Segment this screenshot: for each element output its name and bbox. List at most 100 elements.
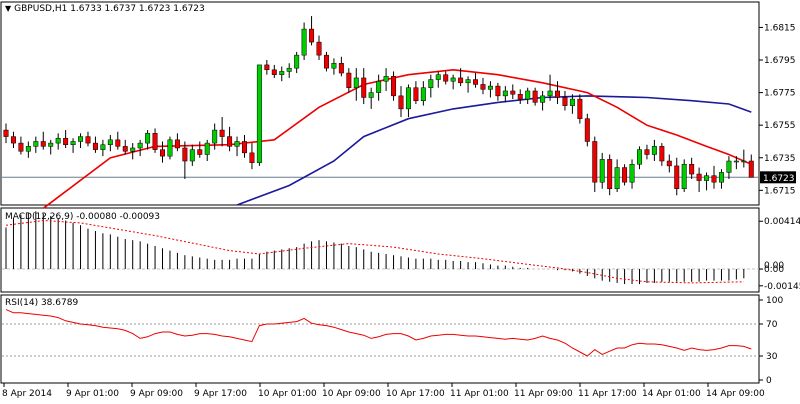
- candle-body: [420, 87, 426, 101]
- candle-body: [555, 90, 560, 98]
- price-tick-label: 1.6775: [764, 89, 796, 99]
- candle-body: [197, 149, 203, 155]
- time-tick-label: 9 Apr 01:00: [66, 389, 119, 399]
- candle-body: [63, 137, 69, 145]
- candle-body: [674, 165, 680, 189]
- candle-body: [152, 133, 158, 150]
- candle-body: [338, 63, 344, 74]
- candle-body: [271, 69, 277, 75]
- candle-body: [145, 133, 151, 144]
- macd-panel: 0.00414 0.000.00 -0.00145: [2, 211, 800, 292]
- current-price-tag: [760, 171, 796, 184]
- time-tick-label: 8 Apr 2014: [2, 389, 52, 399]
- macd-panel-frame: [0, 207, 760, 293]
- current-price-label: 1.6723: [763, 174, 795, 184]
- candle-body: [428, 79, 434, 88]
- candle-body: [651, 146, 657, 155]
- candle-body: [219, 129, 225, 137]
- price-panel-frame: [0, 1, 760, 206]
- candle-body: [227, 136, 233, 147]
- candle-body: [33, 141, 39, 147]
- time-tick-label: 9 Apr 17:00: [194, 389, 247, 399]
- candle-body: [681, 164, 687, 189]
- rsi-tick-label: 100: [766, 296, 783, 306]
- time-tick-label: 11 Apr 17:00: [578, 389, 637, 399]
- price-header: ▼ GBPUSD,H1 1.6733 1.6737 1.6723 1.6723: [5, 4, 205, 14]
- candle-body: [85, 136, 91, 144]
- candle-body: [212, 129, 218, 144]
- candle-body: [78, 136, 84, 142]
- macd-tick-label: -0.00145: [764, 282, 800, 292]
- candle-body: [510, 90, 516, 95]
- candle-body: [473, 79, 479, 85]
- candle-body: [256, 64, 262, 163]
- candle-body: [174, 139, 180, 149]
- candle-body: [562, 97, 568, 106]
- candle-body: [636, 149, 642, 165]
- symbol-label: GBPUSD,H1: [14, 4, 68, 14]
- candle-body: [368, 92, 374, 98]
- candle-body: [383, 76, 389, 82]
- candle-body: [584, 118, 590, 142]
- candle-body: [532, 90, 538, 103]
- candle-body: [346, 72, 352, 88]
- candle-body: [361, 77, 367, 98]
- candle-body: [465, 79, 471, 84]
- price-tick-label: 1.6715: [764, 186, 796, 196]
- candle-body: [450, 77, 456, 82]
- price-tick-label: 1.6735: [764, 154, 796, 164]
- collapse-caret-icon[interactable]: ▼: [5, 4, 12, 13]
- candle-body: [748, 160, 754, 178]
- candle-body: [592, 141, 598, 183]
- candle-body: [189, 149, 195, 162]
- candle-body: [376, 80, 382, 93]
- macd-signal-line: [5, 219, 744, 284]
- candle-body: [659, 146, 665, 162]
- candle-body: [398, 95, 404, 110]
- rsi-tick-label: 0: [766, 376, 772, 386]
- candle-body: [115, 139, 121, 147]
- candle-body: [502, 90, 508, 97]
- time-tick-label: 14 Apr 01:00: [642, 389, 701, 399]
- candle-body: [458, 77, 464, 84]
- candle-body: [279, 71, 285, 75]
- candle-body: [614, 167, 620, 189]
- candle-body: [689, 164, 695, 175]
- candle-body: [666, 160, 672, 167]
- candle-body: [391, 76, 397, 97]
- candle-body: [92, 142, 98, 150]
- candle-body: [353, 77, 359, 88]
- candle-body: [130, 147, 136, 152]
- candle-body: [405, 87, 411, 110]
- candle-body: [540, 95, 546, 103]
- time-tick-label: 11 Apr 01:00: [450, 389, 509, 399]
- candle-body: [331, 63, 337, 69]
- candle-body: [577, 98, 583, 119]
- candle-body: [160, 149, 165, 157]
- rsi-header: RSI(14) 38.6789: [5, 298, 79, 308]
- candle-body: [711, 175, 717, 183]
- rsi-line: [5, 309, 752, 357]
- candle-body: [435, 74, 441, 80]
- candle-body: [25, 146, 31, 152]
- rsi-panel-frame: [0, 294, 760, 384]
- candle-body: [137, 142, 143, 149]
- candle-body: [70, 141, 76, 145]
- candle-body: [3, 129, 9, 137]
- candle-body: [249, 152, 255, 163]
- candle-body: [525, 90, 531, 100]
- candle-body: [741, 160, 747, 163]
- candle-body: [323, 54, 329, 69]
- candle-body: [48, 142, 54, 147]
- candle-body: [122, 146, 128, 152]
- ohlc-label: 1.6733 1.6737 1.6723 1.6723: [70, 4, 205, 14]
- time-tick-label: 10 Apr 01:00: [258, 389, 317, 399]
- candle-body: [100, 144, 106, 150]
- candle-body: [629, 164, 635, 183]
- candle-body: [294, 54, 300, 69]
- candle-body: [309, 28, 315, 43]
- price-tick-label: 1.6815: [764, 23, 796, 33]
- slow-moving-average-line: [236, 95, 752, 206]
- candle-body: [55, 137, 61, 144]
